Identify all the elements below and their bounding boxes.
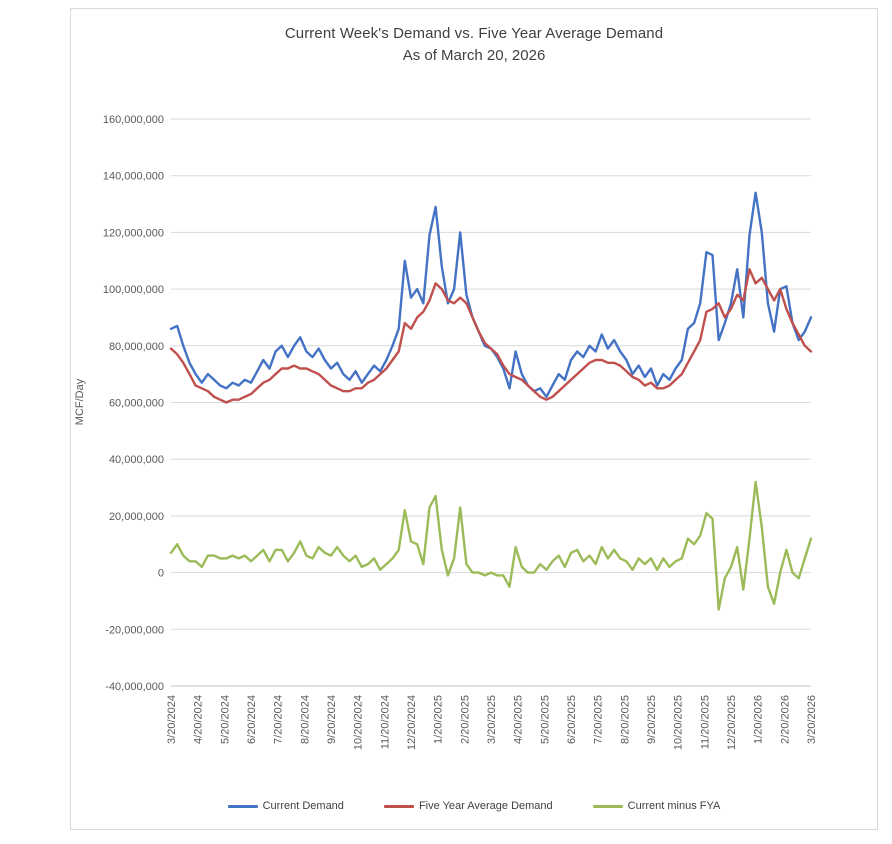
svg-text:2/20/2026: 2/20/2026 [779,695,791,744]
svg-text:7/20/2025: 7/20/2025 [593,695,605,744]
series-lines [169,191,813,611]
legend-item: Five Year Average Demand [383,800,553,812]
svg-text:0: 0 [158,568,164,580]
svg-text:4/20/2025: 4/20/2025 [513,695,525,744]
svg-text:20,000,000: 20,000,000 [109,511,164,523]
svg-text:10/20/2024: 10/20/2024 [353,695,365,750]
svg-text:8/20/2025: 8/20/2025 [619,695,631,744]
svg-text:11/20/2024: 11/20/2024 [379,695,391,749]
svg-text:7/20/2024: 7/20/2024 [273,695,285,744]
svg-text:5/20/2025: 5/20/2025 [539,695,551,744]
svg-text:3/20/2026: 3/20/2026 [806,695,818,744]
legend-label: Current Demand [262,800,344,812]
svg-text:12/20/2024: 12/20/2024 [406,695,418,750]
svg-text:4/20/2024: 4/20/2024 [193,695,205,744]
svg-text:10/20/2025: 10/20/2025 [673,695,685,750]
svg-text:2/20/2025: 2/20/2025 [459,695,471,744]
chart-title: Current Week's Demand vs. Five Year Aver… [284,25,664,42]
svg-text:9/20/2024: 9/20/2024 [326,695,338,744]
svg-text:3/20/2024: 3/20/2024 [166,695,178,744]
svg-text:9/20/2025: 9/20/2025 [646,695,658,744]
svg-text:12/20/2025: 12/20/2025 [726,695,738,750]
gridlines [171,118,811,687]
legend-item: Current Demand [227,800,344,812]
svg-text:100,000,000: 100,000,000 [103,284,164,296]
svg-text:5/20/2024: 5/20/2024 [219,695,231,744]
svg-text:11/20/2025: 11/20/2025 [699,695,711,749]
legend-label: Current minus FYA [627,800,721,812]
y-axis-title: MCF/Day [74,378,86,425]
plot-area: MCF/Day -40,000,000 -20,000,000 0 20,000,00… [74,114,818,750]
svg-text:40,000,000: 40,000,000 [109,454,164,466]
svg-text:140,000,000: 140,000,000 [103,171,164,183]
legend-swatch [227,804,258,808]
svg-text:80,000,000: 80,000,000 [109,341,164,353]
chart-legend: Current Demand Five Year Average Demand Cu… [71,800,877,812]
legend-swatch [592,804,623,808]
svg-text:1/20/2026: 1/20/2026 [753,695,765,744]
svg-text:120,000,000: 120,000,000 [103,227,164,239]
y-axis-tick-labels: -40,000,000 -20,000,000 0 20,000,000 40,000,… [103,114,164,693]
svg-text:1/20/2025: 1/20/2025 [433,695,445,744]
svg-text:6/20/2025: 6/20/2025 [566,695,578,744]
svg-text:3/20/2025: 3/20/2025 [486,695,498,744]
svg-text:8/20/2024: 8/20/2024 [299,695,311,744]
svg-text:-20,000,000: -20,000,000 [105,624,164,636]
svg-text:6/20/2024: 6/20/2024 [246,695,258,744]
svg-text:60,000,000: 60,000,000 [109,398,164,410]
legend-swatch [383,804,414,808]
svg-text:160,000,000: 160,000,000 [103,114,164,126]
x-axis-tick-labels: 3/20/2024 4/20/2024 5/20/2024 6/20/2024 7/20… [166,695,818,750]
legend-label: Five Year Average Demand [418,800,553,812]
svg-text:-40,000,000: -40,000,000 [105,681,164,693]
chart-subtitle: As of March 20, 2026 [402,47,546,64]
legend-item: Current minus FYA [592,800,721,812]
chart-frame: MCF/Day -40,000,000 -20,000,000 0 20,000,00… [70,8,878,830]
